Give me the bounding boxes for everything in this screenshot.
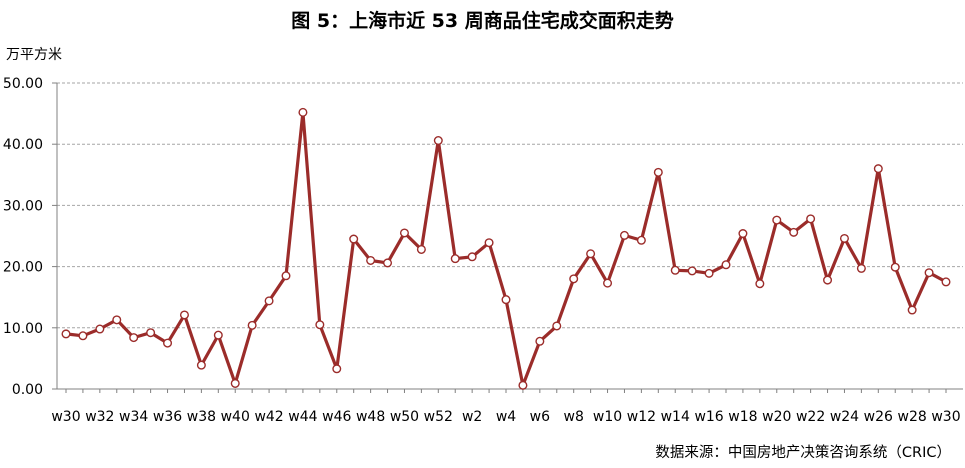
y-tick-label: 20.00 [3,260,43,276]
data-point [721,260,731,270]
x-tick-label: w30 [931,409,960,425]
x-tick-label: w14 [661,409,690,425]
y-tick-labels: 0.00 10.00 20.00 30.00 40.00 50.00 [3,76,43,398]
y-tick-label: 0.00 [12,382,43,398]
x-tick-label: w22 [796,409,825,425]
y-tick-label: 10.00 [3,321,43,337]
data-point [179,310,189,320]
data-point [315,320,325,330]
data-point [772,215,782,225]
data-point [163,338,173,348]
x-tick-label: w6 [530,409,550,425]
data-point [450,254,460,264]
data-point [839,233,849,243]
x-tick-label: w8 [564,409,584,425]
x-tick-label: w42 [254,409,283,425]
series-line [65,110,947,387]
data-point [247,320,257,330]
data-point [873,164,883,174]
data-point [670,265,680,275]
chart-title: 图 5：上海市近 53 周商品住宅成交面积走势 [291,10,674,32]
x-tick-label: w26 [864,409,893,425]
x-tick-label: w36 [153,409,182,425]
x-tick-label: w40 [221,409,250,425]
x-tick-label: w50 [390,409,419,425]
x-tick-labels: w30 w32 w34 w36 w38 w40 w42 w44 w46 w48 w50 w52 w2 w4… [51,409,960,425]
data-point [484,238,494,248]
x-tick-label: w2 [462,409,482,425]
axis-layer [52,82,963,393]
x-tick-label: w10 [593,409,622,425]
data-point [146,328,156,338]
data-point [619,230,629,240]
data-point [416,244,426,254]
data-point [501,295,511,305]
data-point [518,380,528,390]
x-tick-label: w34 [119,409,148,425]
grid-layer [57,82,963,329]
x-tick-label: w18 [728,409,757,425]
x-tick-label: w16 [694,409,723,425]
data-point [789,227,799,237]
source-note: 数据来源：中国房地产决策咨询系统（CRIC） [655,445,951,461]
data-point [213,330,223,340]
x-tick-label: w44 [288,409,317,425]
y-tick-label: 30.00 [3,198,43,214]
data-point [687,266,697,276]
data-point [806,214,816,224]
data-point [366,255,376,265]
data-point [636,235,646,245]
data-point [95,324,105,334]
data-point [535,336,545,346]
data-point [586,249,596,259]
data-point [569,274,579,284]
data-point [738,229,748,239]
data-point [332,364,342,374]
data-point [924,268,934,278]
data-point [383,258,393,268]
data-point [230,378,240,388]
data-point [298,107,308,117]
data-point [61,329,71,339]
y-tick-label: 50.00 [3,76,43,92]
x-tick-label: w48 [356,409,385,425]
data-point [349,234,359,244]
data-point [281,271,291,281]
series-layer [61,107,951,390]
data-point [433,136,443,146]
data-point [755,279,765,289]
data-point [856,263,866,273]
x-tick-label: w4 [496,409,516,425]
data-point [129,333,139,343]
data-point [196,360,206,370]
y-tick-label: 40.00 [3,137,43,153]
data-point [941,277,951,287]
data-point [704,268,714,278]
data-point [603,278,613,288]
data-point [823,275,833,285]
y-axis-unit-label: 万平方米 [6,47,62,63]
x-tick-label: w30 [51,409,80,425]
x-tick-label: w32 [85,409,114,425]
data-point [653,167,663,177]
x-tick-label: w20 [762,409,791,425]
x-tick-label: w52 [424,409,453,425]
x-tick-label: w28 [898,409,927,425]
data-point [467,252,477,262]
x-tick-label: w46 [322,409,351,425]
x-tick-label: w24 [830,409,859,425]
data-point [399,228,409,238]
x-tick-label: w12 [627,409,656,425]
data-point [264,296,274,306]
x-tick-label: w38 [187,409,216,425]
data-point [552,321,562,331]
data-point [112,315,122,325]
data-point [78,331,88,341]
data-point [890,262,900,272]
data-point [907,305,917,315]
